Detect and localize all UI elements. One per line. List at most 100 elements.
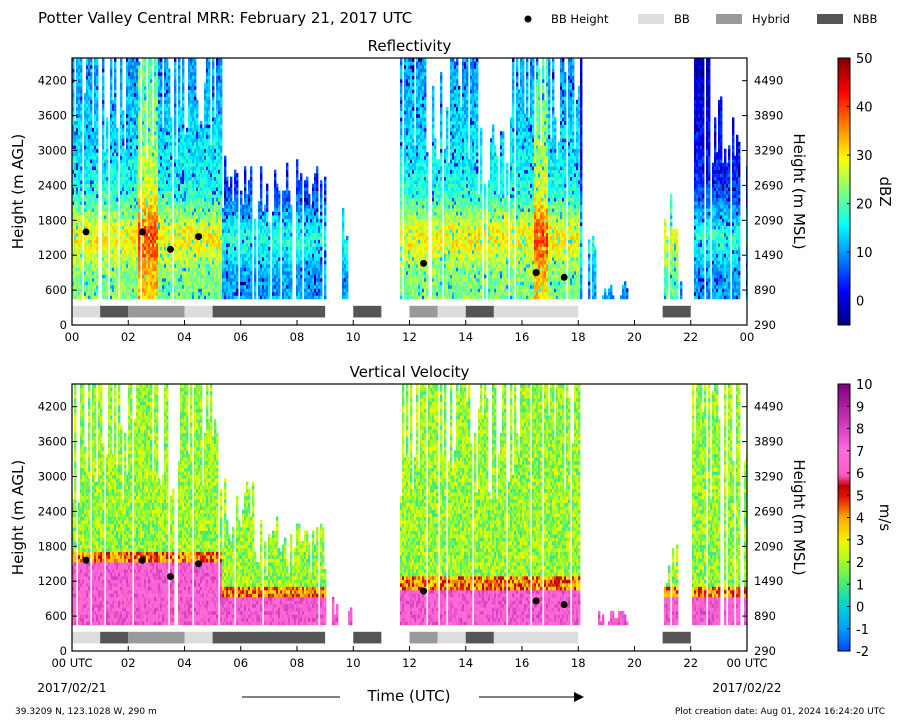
x-tick-label: 04 — [177, 330, 192, 344]
class-segment-nbb — [100, 305, 129, 318]
class-segment-nbb — [212, 631, 326, 644]
y2-tick-label: 890 — [754, 283, 776, 297]
class-segment-bb — [184, 631, 213, 644]
colorbar: -2 -1 0 1 2 3 4 5 6 7 8 9 10 m/s — [837, 378, 894, 660]
x-tick-label: 04 — [177, 656, 192, 670]
class-segment-nbb — [465, 305, 494, 318]
colorbar-label: dBZ — [876, 176, 894, 206]
colorbar-tick-label: 0 — [856, 601, 864, 616]
class-segment-hybrid — [128, 631, 185, 644]
colorbar-tick-label: 4 — [856, 512, 864, 527]
x-tick-label: 00 — [740, 330, 755, 344]
x-tick-label: 12 — [402, 330, 417, 344]
y-tick-label: 0 — [60, 644, 67, 658]
class-segment-bb — [493, 631, 579, 644]
colorbar-label: m/s — [876, 504, 894, 532]
bb-height-point — [82, 228, 90, 236]
x-tick-label: 10 — [346, 656, 361, 670]
y2-tick-label: 4490 — [754, 74, 783, 88]
x-tick-label: 00 UTC — [726, 656, 767, 670]
y-tick-label: 3600 — [38, 109, 67, 123]
y2-tick-label: 290 — [754, 318, 776, 332]
vertical-velocity-panel: Vertical Velocity06001200180024003000360… — [9, 363, 894, 670]
class-segment-nbb — [662, 631, 691, 644]
legend-swatch-bb — [638, 14, 664, 24]
x-tick-label: 14 — [458, 656, 473, 670]
class-segment-bb — [72, 631, 101, 644]
x-tick-label: 00 — [65, 330, 80, 344]
y-tick-label: 1200 — [38, 248, 67, 262]
x-tick-label: 22 — [683, 656, 698, 670]
legend-swatch-hybrid — [716, 14, 742, 24]
x-tick-label: 00 UTC — [51, 656, 92, 670]
heatmap — [72, 384, 747, 626]
colorbar-tick-label: 7 — [856, 445, 864, 460]
x-tick-label: 08 — [290, 330, 305, 344]
colorbar-tick-label: 0 — [856, 295, 864, 310]
x-tick-label: 18 — [571, 656, 586, 670]
figure-title: Potter Valley Central MRR: February 21, … — [38, 9, 412, 27]
y2-tick-label: 890 — [754, 609, 776, 623]
x-tick-label: 10 — [346, 330, 361, 344]
x-tick-label: 12 — [402, 656, 417, 670]
colorbar-tick-label: 2 — [856, 556, 864, 571]
y2-tick-label: 1490 — [754, 574, 783, 588]
bb-height-point — [560, 273, 568, 281]
y2-tick-label: 4490 — [754, 400, 783, 414]
y2-tick-label: 2690 — [754, 504, 783, 518]
x-axis-label: Time (UTC) — [367, 687, 451, 705]
colorbar-tick-label: 50 — [856, 52, 873, 67]
class-segment-nbb — [212, 305, 326, 318]
y2-tick-label: 3290 — [754, 469, 783, 483]
y2-tick-label: 2090 — [754, 213, 783, 227]
y-tick-label: 3600 — [38, 435, 67, 449]
x-tick-label: 20 — [627, 656, 642, 670]
y-tick-label: 1800 — [38, 539, 67, 553]
legend-label: BB — [674, 12, 690, 26]
bb-height-point — [560, 600, 568, 608]
x-tick-label: 02 — [121, 656, 136, 670]
y2-axis-label: Height (m MSL) — [790, 133, 808, 249]
bb-height-point — [532, 597, 540, 605]
x-tick-label: 06 — [233, 656, 248, 670]
colorbar-tick-label: -2 — [856, 645, 869, 660]
colorbar-tick-label: 10 — [856, 246, 873, 261]
y-axis-label: Height (m AGL) — [9, 460, 27, 575]
colorbar-tick-label: 6 — [856, 467, 864, 482]
bb-height-point — [195, 233, 203, 241]
legend-label: Hybrid — [752, 12, 790, 26]
y2-tick-label: 2090 — [754, 539, 783, 553]
x-tick-label: 08 — [290, 656, 305, 670]
x-tick-label: 06 — [233, 330, 248, 344]
bb-height-point — [195, 560, 203, 568]
x-tick-label: 16 — [515, 656, 530, 670]
x-tick-label: 22 — [683, 330, 698, 344]
colorbar-tick-label: 1 — [856, 578, 864, 593]
class-segment-hybrid — [128, 305, 185, 318]
legend: BB Height BB Hybrid NBB — [524, 12, 877, 26]
y-tick-label: 0 — [60, 318, 67, 332]
class-segment-nbb — [662, 305, 691, 318]
legend-label: NBB — [853, 12, 877, 26]
classification-bar — [72, 305, 691, 318]
colorbar-tick-label: 8 — [856, 423, 864, 438]
y-tick-label: 3000 — [38, 143, 67, 157]
start-date-label: 2017/02/21 — [37, 681, 106, 695]
colorbar-tick-label: 3 — [856, 534, 864, 549]
y-tick-label: 600 — [45, 283, 67, 297]
class-segment-bb — [437, 305, 466, 318]
y-tick-label: 3000 — [38, 469, 67, 483]
colorbar-tick-label: 40 — [856, 101, 873, 116]
classification-bar — [72, 631, 691, 644]
class-segment-bb — [72, 305, 101, 318]
y-tick-label: 2400 — [38, 178, 67, 192]
x-tick-label: 16 — [515, 330, 530, 344]
legend-swatch-nbb — [817, 14, 843, 24]
colorbar-tick-label: 9 — [856, 400, 864, 415]
x-tick-label: 18 — [571, 330, 586, 344]
panel-title: Reflectivity — [368, 37, 452, 55]
y2-axis-label: Height (m MSL) — [790, 459, 808, 575]
y-tick-label: 1800 — [38, 213, 67, 227]
y2-tick-label: 2690 — [754, 178, 783, 192]
